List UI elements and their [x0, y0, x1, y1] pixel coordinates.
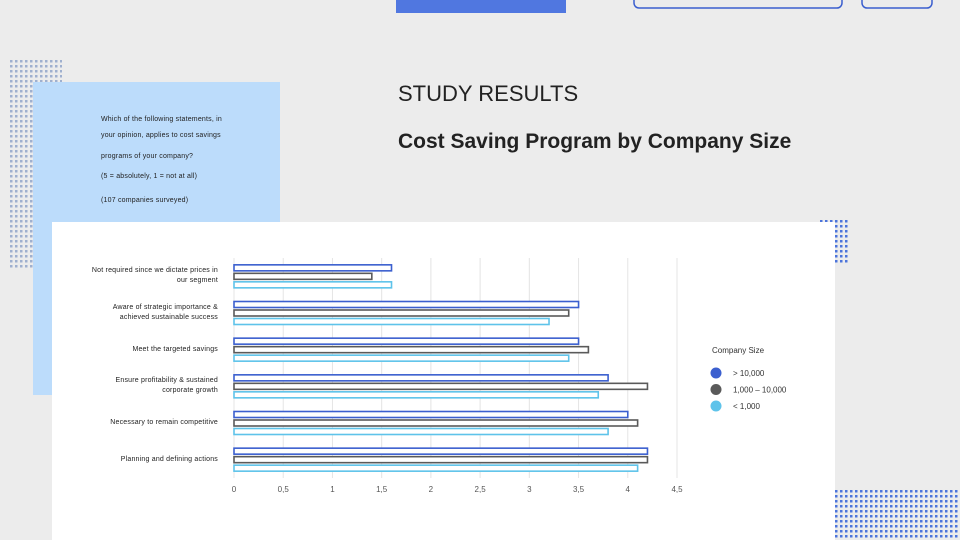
x-tick-label: 4	[626, 485, 631, 494]
top-outline	[633, 0, 843, 9]
y-tick-label: Meet the targeted savings	[132, 345, 218, 353]
scale-note: (5 = absolutely, 1 = not at all)	[101, 173, 198, 180]
question-line: Which of the following statements, in	[101, 116, 223, 123]
y-tick-label: Aware of strategic importance & achieved…	[112, 304, 218, 321]
question-line: programs of your company?	[101, 153, 194, 160]
heading: STUDY RESULTS	[398, 81, 578, 106]
top-outline	[861, 0, 933, 9]
bar	[233, 345, 590, 354]
x-tick-label: 3	[527, 485, 532, 494]
y-tick-label: Necessary to remain competitive	[110, 419, 218, 426]
sample-note: (107 companies surveyed)	[101, 197, 189, 204]
dot-pattern	[835, 490, 960, 540]
legend-label: < 1,000	[733, 402, 760, 411]
legend-label: 1,000 – 10,000	[733, 386, 787, 395]
x-tick-label: 3,5	[573, 485, 585, 494]
bar	[233, 337, 580, 345]
bar	[233, 374, 609, 382]
bar	[233, 382, 649, 391]
x-tick-label: 0,5	[278, 485, 290, 494]
bar	[233, 410, 629, 419]
legend-swatch	[710, 400, 722, 412]
legend-swatch	[710, 384, 722, 395]
question-line: your opinion, applies to cost savings	[101, 132, 221, 139]
bar	[233, 354, 570, 362]
bar	[233, 264, 393, 272]
x-tick-label: 1	[330, 485, 335, 494]
bar	[233, 391, 600, 399]
bar	[233, 272, 373, 281]
x-tick-label: 4,5	[671, 485, 683, 494]
bar	[233, 455, 649, 464]
y-tick-label: Planning and defining actions	[120, 455, 218, 463]
bar	[233, 427, 609, 436]
bar	[233, 464, 639, 472]
top-bar	[396, 0, 566, 13]
legend-label: > 10,000	[733, 369, 765, 378]
x-tick-label: 2	[429, 485, 434, 494]
legend-swatch	[710, 367, 722, 379]
legend-title: Company Size	[712, 346, 765, 355]
bar	[233, 317, 550, 326]
y-tick-label: Not required since we dictate prices in …	[91, 267, 218, 285]
bar	[233, 447, 649, 455]
plot: 0 0,5 1 1,5 2 2,5 3 3,5 4 4,5 Company Size > 10,000…	[232, 258, 787, 494]
y-tick-label: Ensure profitability & sustained corpora…	[115, 377, 218, 395]
x-tick-label: 1,5	[376, 485, 388, 494]
x-tick-label: 2,5	[475, 485, 487, 494]
bar	[233, 419, 639, 427]
bar	[233, 281, 393, 289]
bar	[233, 309, 570, 317]
x-tick-label: 0	[232, 485, 237, 494]
bar	[233, 300, 580, 309]
chart-title: Cost Saving Program by Company Size	[398, 130, 791, 153]
